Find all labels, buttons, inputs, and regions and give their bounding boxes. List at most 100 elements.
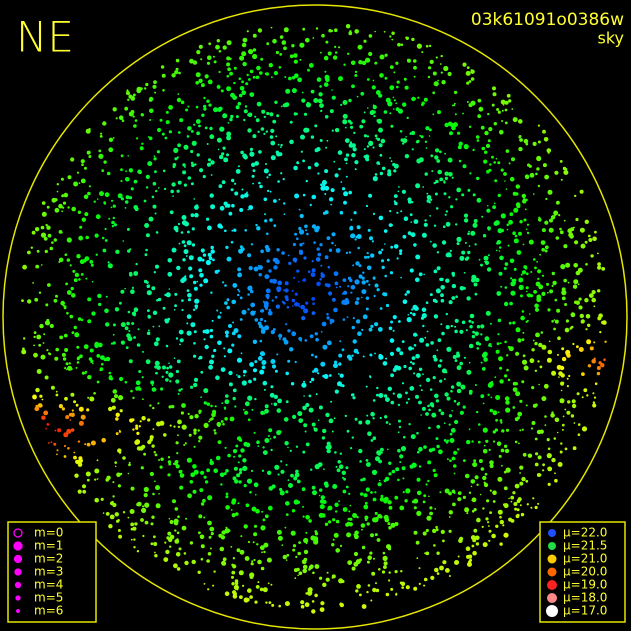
star: [93, 392, 96, 395]
star: [253, 532, 258, 537]
star: [284, 102, 290, 107]
star: [260, 410, 265, 415]
star: [310, 135, 315, 139]
star: [265, 601, 268, 604]
star: [427, 479, 430, 483]
star: [530, 427, 534, 430]
star: [284, 288, 289, 293]
star: [466, 66, 470, 69]
star: [508, 497, 510, 500]
star: [496, 441, 502, 447]
star: [472, 148, 475, 152]
star: [323, 468, 325, 470]
star: [181, 240, 186, 244]
star: [117, 529, 121, 532]
star: [366, 590, 369, 594]
star: [285, 371, 290, 376]
star: [439, 491, 442, 494]
star: [446, 458, 449, 461]
star: [238, 290, 241, 293]
star: [162, 365, 166, 370]
star: [350, 447, 353, 450]
star: [376, 288, 380, 292]
star: [423, 494, 427, 498]
star: [416, 43, 422, 49]
star: [276, 114, 280, 118]
star: [435, 207, 439, 210]
star: [470, 485, 473, 488]
star: [47, 283, 51, 287]
star: [450, 389, 453, 393]
star: [222, 281, 225, 284]
star: [278, 66, 282, 69]
star: [515, 202, 521, 207]
star: [308, 407, 314, 413]
star: [116, 472, 121, 478]
star: [348, 31, 353, 36]
star: [128, 359, 133, 364]
star: [225, 495, 229, 499]
star: [128, 461, 131, 464]
star: [91, 311, 96, 316]
star: [276, 248, 280, 252]
star: [420, 389, 423, 392]
star: [226, 256, 232, 262]
star: [135, 426, 139, 430]
star: [440, 285, 446, 290]
star: [459, 255, 465, 261]
star: [342, 507, 348, 512]
star: [438, 449, 443, 455]
star: [413, 219, 419, 225]
star: [423, 445, 427, 449]
star: [195, 105, 199, 109]
star: [309, 334, 314, 339]
star: [515, 184, 520, 189]
star: [51, 241, 54, 244]
star: [212, 258, 215, 262]
star: [354, 74, 358, 77]
star: [405, 391, 408, 395]
star: [264, 319, 267, 323]
star: [171, 404, 175, 409]
star: [302, 27, 306, 31]
star: [440, 298, 445, 303]
star: [364, 515, 369, 520]
star: [318, 512, 324, 518]
star: [492, 440, 496, 443]
star: [436, 424, 441, 429]
brightness-swatch: [548, 529, 556, 537]
star: [165, 370, 169, 374]
star: [439, 359, 443, 363]
star: [326, 312, 329, 316]
star: [593, 341, 596, 344]
star: [397, 403, 401, 407]
star: [267, 189, 270, 192]
star: [103, 201, 107, 205]
star: [311, 311, 316, 315]
star: [173, 147, 179, 153]
star: [173, 425, 176, 428]
star: [283, 202, 286, 205]
star: [206, 217, 210, 221]
star: [135, 380, 141, 386]
star: [384, 476, 390, 482]
star: [387, 172, 392, 177]
star: [399, 505, 405, 511]
star: [328, 197, 334, 202]
star: [237, 334, 242, 339]
star: [411, 462, 416, 467]
star: [383, 565, 387, 569]
star: [345, 153, 350, 157]
star: [173, 563, 178, 569]
star: [504, 286, 508, 289]
star: [433, 224, 437, 227]
star: [40, 354, 46, 360]
star: [505, 149, 510, 153]
star: [518, 277, 524, 283]
star: [22, 264, 27, 270]
star: [220, 420, 224, 423]
star: [533, 193, 535, 195]
star: [186, 314, 192, 319]
star: [94, 497, 99, 503]
star: [96, 478, 99, 480]
